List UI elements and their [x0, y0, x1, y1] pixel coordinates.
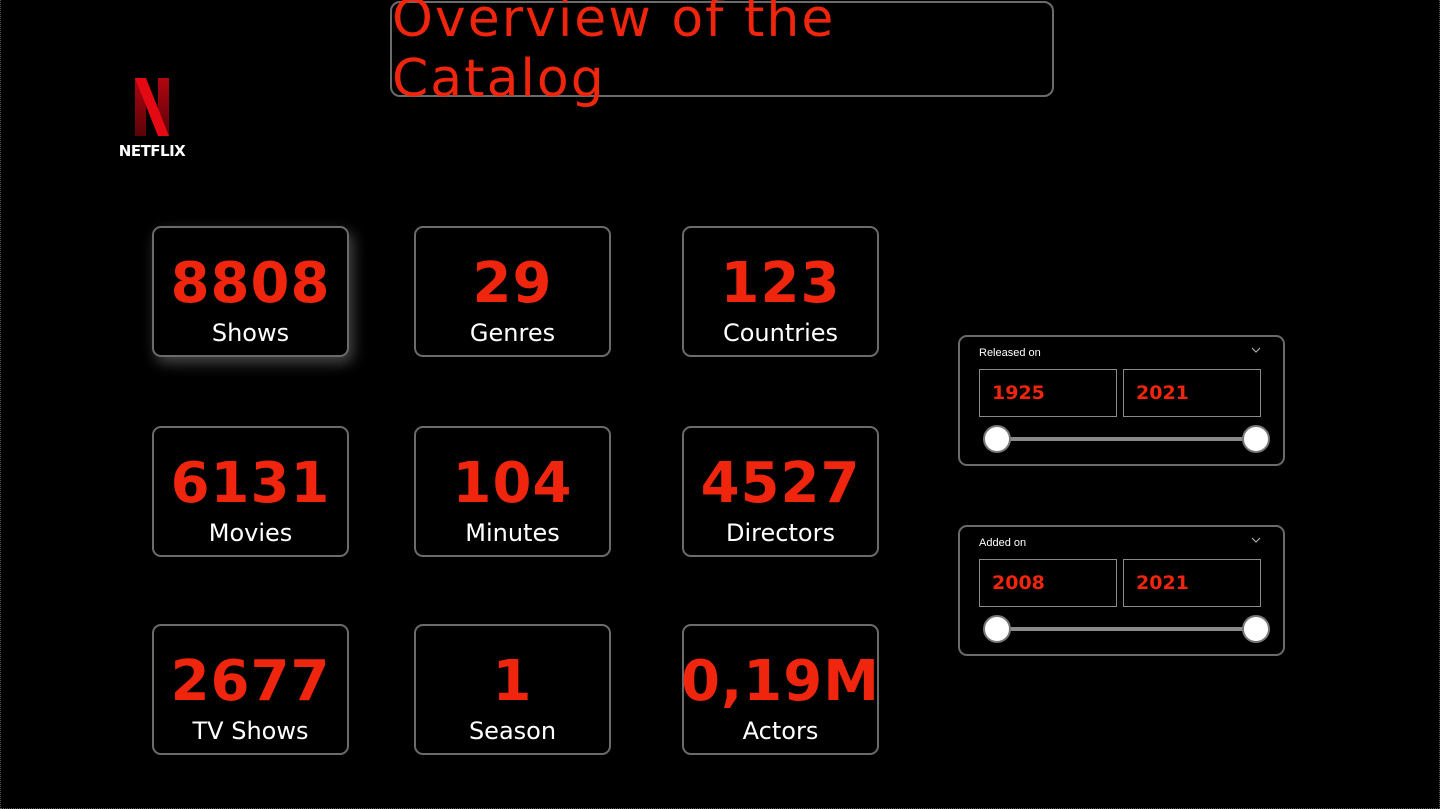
kpi-value: 29 — [472, 251, 553, 316]
range-end-input[interactable]: 2021 — [1123, 559, 1261, 607]
chevron-down-icon[interactable] — [1249, 343, 1263, 357]
kpi-value: 6131 — [170, 451, 331, 516]
kpi-card-movies: 6131 Movies — [152, 426, 349, 557]
kpi-value: 0,19M — [681, 649, 880, 714]
slider-start-handle[interactable] — [983, 615, 1011, 643]
kpi-label: Minutes — [465, 519, 560, 547]
range-end-input[interactable]: 2021 — [1123, 369, 1261, 417]
kpi-value: 8808 — [170, 251, 331, 316]
kpi-card-actors: 0,19M Actors — [681, 624, 880, 755]
added-on-slicer: Added on 2008 2021 — [958, 525, 1285, 656]
kpi-label: Actors — [742, 717, 819, 745]
released-on-slicer: Released on 1925 2021 — [958, 335, 1285, 466]
logo-text: NETFLIX — [118, 142, 186, 160]
range-start-input[interactable]: 1925 — [979, 369, 1117, 417]
netflix-logo-icon — [135, 78, 169, 136]
kpi-card-countries: 123 Countries — [682, 226, 879, 357]
kpi-label: Directors — [726, 519, 835, 547]
slicer-title: Added on — [979, 537, 1027, 549]
kpi-value: 123 — [720, 251, 841, 316]
kpi-value: 104 — [452, 451, 573, 516]
kpi-label: Genres — [469, 319, 556, 347]
kpi-label: Movies — [208, 519, 293, 547]
kpi-card-tv-shows: 2677 TV Shows — [152, 624, 349, 755]
range-start-input[interactable]: 2008 — [979, 559, 1117, 607]
kpi-card-shows: 8808 Shows — [152, 226, 349, 357]
title-box: Overview of the Catalog — [390, 0, 1054, 109]
chevron-down-icon[interactable] — [1249, 533, 1263, 547]
page-title: Overview of the Catalog — [392, 0, 836, 109]
kpi-value: 1 — [492, 649, 533, 714]
kpi-label: Shows — [211, 319, 290, 347]
kpi-value: 4527 — [700, 451, 861, 516]
slicer-title: Released on — [979, 347, 1041, 359]
kpi-value: 2677 — [170, 649, 331, 714]
kpi-card-minutes: 104 Minutes — [414, 426, 611, 557]
slider-end-handle[interactable] — [1242, 615, 1270, 643]
kpi-card-season: 1 Season — [414, 624, 611, 755]
netflix-logo: NETFLIX — [118, 76, 186, 168]
slider-track[interactable] — [997, 437, 1256, 441]
slider-start-handle[interactable] — [983, 425, 1011, 453]
slider-end-handle[interactable] — [1242, 425, 1270, 453]
kpi-label: TV Shows — [192, 717, 309, 745]
kpi-label: Countries — [722, 319, 839, 347]
slider-track[interactable] — [997, 627, 1256, 631]
kpi-card-directors: 4527 Directors — [682, 426, 879, 557]
kpi-label: Season — [468, 717, 557, 745]
kpi-card-genres: 29 Genres — [414, 226, 611, 357]
